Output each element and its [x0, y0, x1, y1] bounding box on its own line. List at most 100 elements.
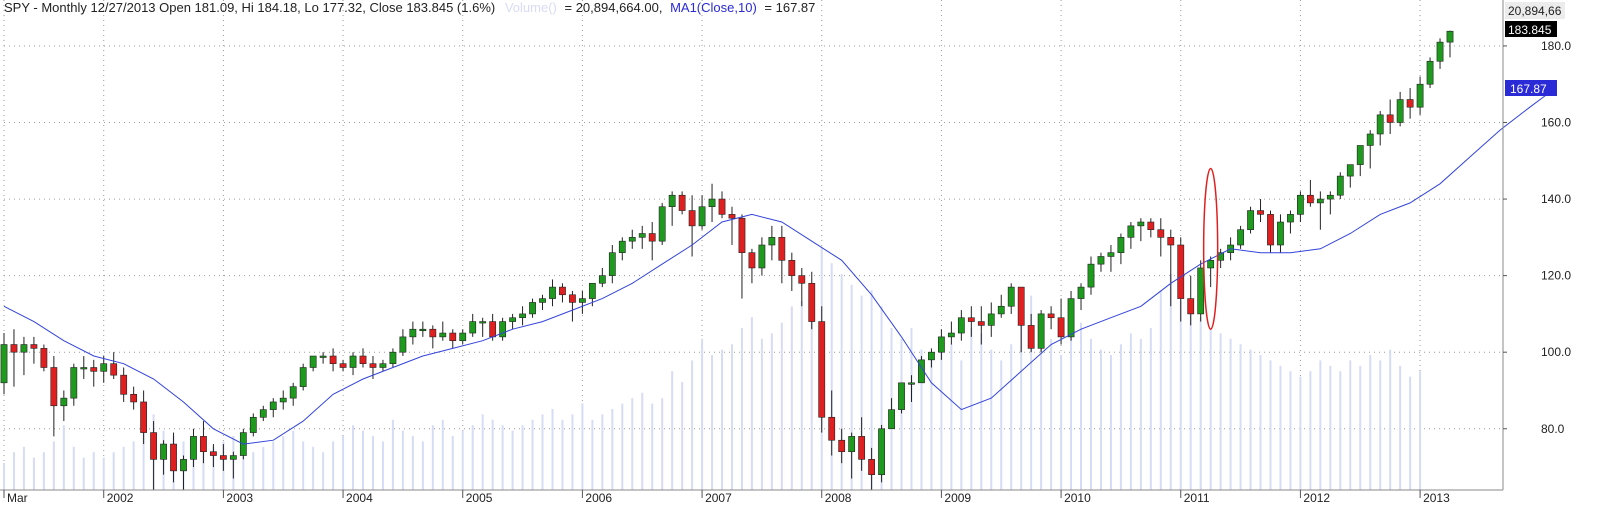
candle-body-up — [1326, 194, 1334, 200]
candle — [1127, 222, 1135, 249]
candle-body-down — [818, 321, 826, 418]
candle-body-down — [1406, 99, 1414, 108]
candle-body-up — [20, 344, 28, 353]
candle — [40, 344, 48, 372]
candle-body-up — [888, 409, 895, 430]
candle-body-up — [469, 321, 477, 334]
candle — [1177, 237, 1185, 322]
volume-bar — [760, 338, 763, 490]
candle-body-down — [200, 436, 207, 453]
candle-body-up — [1366, 133, 1374, 146]
volume-bar — [541, 414, 544, 490]
candle-body-up — [509, 317, 516, 322]
candle-body-down — [569, 294, 576, 303]
candle-body-down — [220, 455, 227, 460]
volume-bar — [521, 425, 524, 490]
candle-body-up — [668, 194, 676, 208]
candle-body-down — [170, 443, 177, 472]
candle-body-up — [399, 336, 407, 353]
candle-body-up — [1007, 286, 1015, 307]
candle-body-up — [529, 302, 536, 315]
candle — [1137, 218, 1145, 242]
candle — [549, 279, 556, 307]
close-tag-bg — [1505, 21, 1557, 37]
volume-bar — [1040, 317, 1043, 490]
candle-body-up — [1277, 221, 1284, 246]
volume-bar — [1149, 328, 1152, 490]
candle — [888, 398, 895, 430]
volume-bar — [132, 441, 135, 490]
candle — [249, 413, 257, 437]
candle — [1326, 191, 1334, 215]
volume-bar — [691, 360, 694, 490]
x-tick-label: 2013 — [1423, 491, 1450, 505]
volume-bar — [661, 398, 664, 490]
candle — [1366, 130, 1374, 169]
candle-body-up — [70, 367, 78, 399]
volume-bar — [42, 452, 45, 490]
candle-body-down — [977, 321, 985, 326]
volume-bar — [401, 430, 404, 490]
candle — [409, 321, 417, 345]
candle-body-down — [489, 321, 497, 338]
volume-bar — [591, 419, 594, 490]
candle — [259, 405, 267, 422]
candle-body-up — [947, 332, 955, 338]
volume-bar — [770, 333, 773, 490]
candle — [778, 225, 786, 284]
volume-bar — [1139, 338, 1142, 490]
candle — [748, 248, 756, 284]
candle — [289, 382, 297, 406]
candle-body-up — [908, 382, 915, 385]
volume-bar — [531, 419, 534, 490]
volume-bar — [910, 328, 913, 490]
volume-bar — [1099, 349, 1102, 490]
volume-bar — [1119, 344, 1122, 490]
volume-bar — [1379, 360, 1382, 490]
volume-bar — [701, 338, 704, 490]
y-tick-label: 140.0 — [1541, 192, 1571, 206]
candle-body-down — [359, 355, 367, 364]
candle-body-up — [658, 206, 666, 242]
candle — [1257, 199, 1264, 223]
volume-bar — [840, 274, 843, 490]
x-tick-label: Mar — [7, 491, 28, 505]
candle-body-down — [1257, 210, 1264, 215]
y-tick-label: 160.0 — [1541, 116, 1571, 130]
candle — [1187, 275, 1195, 326]
candle-body-up — [588, 282, 596, 299]
volume-bar — [930, 355, 933, 490]
volume-tag-bg — [1505, 2, 1565, 19]
volume-bar — [112, 452, 115, 490]
candle — [788, 252, 796, 291]
volume-bar — [1109, 355, 1112, 490]
candle-body-down — [10, 344, 18, 353]
volume-bar — [1189, 311, 1192, 490]
candle — [509, 313, 516, 330]
volume-bar — [102, 457, 105, 490]
candle — [1346, 164, 1354, 188]
volume-bar — [1169, 274, 1172, 490]
candle-body-up — [389, 351, 397, 364]
candle — [1097, 252, 1105, 272]
candle — [1396, 91, 1404, 127]
volume-bar — [471, 425, 474, 490]
ma-tag-bg — [1505, 80, 1557, 96]
candle — [439, 321, 447, 341]
candle-body-up — [259, 409, 267, 418]
candle — [20, 336, 28, 376]
candle-body-up — [898, 382, 905, 410]
candle-body-down — [788, 260, 796, 276]
volume-bar — [142, 425, 145, 490]
candle-body-up — [409, 328, 417, 338]
candle — [299, 363, 307, 391]
candle-body-up — [1197, 267, 1205, 315]
candle-body-up — [1067, 298, 1075, 338]
candle-body-up — [299, 367, 307, 387]
candle-body-up — [878, 428, 885, 475]
volume-bar — [1089, 338, 1092, 490]
candle-body-up — [419, 328, 427, 332]
candle — [1446, 30, 1454, 58]
candle — [928, 348, 935, 368]
volume-bar — [1070, 328, 1073, 490]
